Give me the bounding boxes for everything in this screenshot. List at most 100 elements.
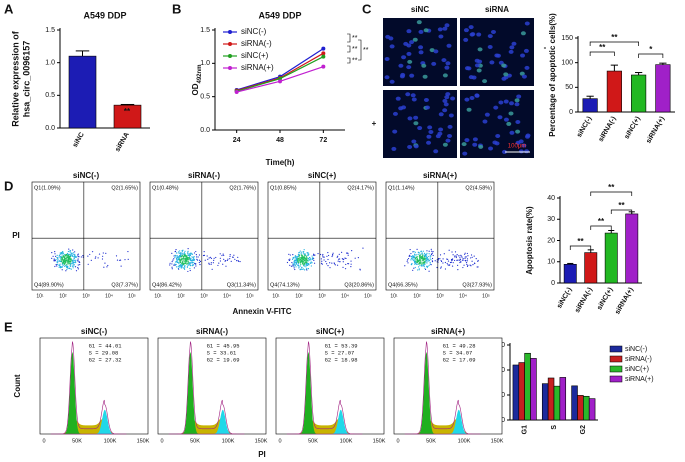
cell-dot bbox=[191, 265, 194, 267]
cell-dot bbox=[169, 262, 171, 264]
histogram-tick-label: 0 bbox=[278, 438, 281, 444]
significance-bracket bbox=[638, 53, 664, 58]
cell-dot bbox=[454, 255, 456, 257]
cell-dot bbox=[239, 260, 241, 263]
flow-tick-label: 10² bbox=[177, 293, 185, 299]
cell-dot bbox=[57, 262, 59, 264]
nucleus bbox=[411, 139, 417, 144]
cell-dot bbox=[54, 251, 56, 253]
legend-label: siRNA(+) bbox=[625, 376, 654, 383]
cell-dot bbox=[62, 264, 64, 267]
cell-dot bbox=[414, 257, 416, 259]
nucleus bbox=[525, 133, 531, 138]
nucleus bbox=[391, 146, 397, 151]
cycle-stat: G1 = 49.28 bbox=[443, 342, 476, 349]
significance-label: ** bbox=[363, 47, 369, 54]
histogram-outline bbox=[404, 341, 481, 435]
cell-dot bbox=[293, 265, 295, 267]
cell-dot bbox=[175, 255, 177, 257]
cell-dot bbox=[466, 252, 468, 255]
cell-dot bbox=[426, 258, 428, 260]
cell-dot bbox=[69, 264, 71, 267]
cell-dot bbox=[219, 257, 221, 259]
significance-bracket bbox=[347, 57, 351, 64]
cell-dot bbox=[417, 260, 420, 263]
cell-dot bbox=[59, 263, 61, 265]
cell-dot bbox=[182, 260, 184, 263]
cell-dot bbox=[54, 265, 56, 268]
nucleus bbox=[433, 49, 439, 54]
cell-dot bbox=[461, 256, 463, 258]
cell-dot bbox=[178, 257, 180, 259]
cell-dot bbox=[223, 254, 225, 257]
cell-dot bbox=[212, 262, 214, 264]
cell-dot bbox=[73, 265, 75, 267]
flow-tick-label: 10⁵ bbox=[364, 293, 372, 299]
cell-dot bbox=[222, 263, 224, 265]
nucleus bbox=[423, 28, 429, 33]
cell-dot bbox=[74, 260, 76, 262]
nucleus bbox=[438, 112, 444, 117]
cell-dot bbox=[68, 262, 70, 264]
cell-dot bbox=[344, 257, 346, 259]
nucleus bbox=[413, 144, 419, 149]
cell-dot bbox=[187, 264, 189, 266]
cell-dot bbox=[179, 250, 181, 252]
series-marker bbox=[321, 51, 326, 56]
cell-dot bbox=[306, 269, 308, 271]
cell-dot bbox=[306, 255, 308, 257]
cell-dot bbox=[451, 259, 453, 261]
cell-dot bbox=[59, 265, 61, 267]
cell-dot bbox=[289, 264, 291, 266]
cell-dot bbox=[61, 265, 63, 268]
cell-dot bbox=[298, 253, 300, 255]
cell-dot bbox=[350, 265, 352, 268]
cell-dot bbox=[197, 256, 199, 258]
cell-dot bbox=[176, 260, 178, 262]
cycle-stat: G1 = 53.39 bbox=[325, 342, 358, 349]
series-marker bbox=[234, 90, 239, 94]
cell-dot bbox=[213, 257, 215, 259]
cell-dot bbox=[440, 266, 442, 268]
cell-dot bbox=[426, 262, 428, 264]
cell-dot bbox=[332, 253, 334, 256]
flow-y-label: PI bbox=[12, 231, 20, 240]
significance-bracket bbox=[589, 41, 639, 46]
cell-dot bbox=[303, 269, 306, 271]
cell-dot bbox=[305, 256, 307, 258]
nucleus bbox=[401, 55, 407, 60]
nucleus bbox=[428, 129, 434, 134]
cell-dot bbox=[184, 254, 186, 256]
cell-dot bbox=[77, 268, 79, 270]
cell-dot bbox=[302, 261, 304, 263]
cell-dot bbox=[64, 258, 66, 260]
histogram-tick-label: 100K bbox=[104, 438, 117, 444]
bar bbox=[584, 252, 598, 284]
cell-dot bbox=[470, 265, 472, 267]
histogram-tick-label: 100K bbox=[458, 438, 471, 444]
flow-tick-label: 10² bbox=[413, 293, 421, 299]
cell-dot bbox=[313, 262, 316, 264]
histogram-title: siNC(-) bbox=[81, 327, 108, 336]
cell-dot bbox=[183, 255, 185, 257]
cell-dot bbox=[294, 257, 296, 259]
nucleus bbox=[448, 113, 454, 118]
legend-label: siNC(+) bbox=[241, 51, 269, 60]
cell-dot bbox=[310, 261, 312, 263]
cell-dot bbox=[60, 252, 63, 255]
cell-dot bbox=[292, 263, 294, 265]
cell-dot bbox=[320, 258, 322, 260]
cell-dot bbox=[301, 262, 304, 264]
cell-dot bbox=[61, 260, 63, 262]
bar bbox=[571, 385, 578, 421]
cell-dot bbox=[188, 263, 190, 265]
cell-dot bbox=[416, 269, 419, 271]
cell-dot bbox=[296, 260, 298, 263]
bar bbox=[512, 364, 520, 421]
cell-dot bbox=[342, 266, 344, 268]
cell-dot bbox=[187, 250, 189, 252]
cycle-stat: G2 = 19.69 bbox=[207, 356, 240, 363]
cell-dot bbox=[462, 266, 464, 269]
cell-dot bbox=[420, 253, 422, 255]
cell-dot bbox=[300, 260, 302, 262]
